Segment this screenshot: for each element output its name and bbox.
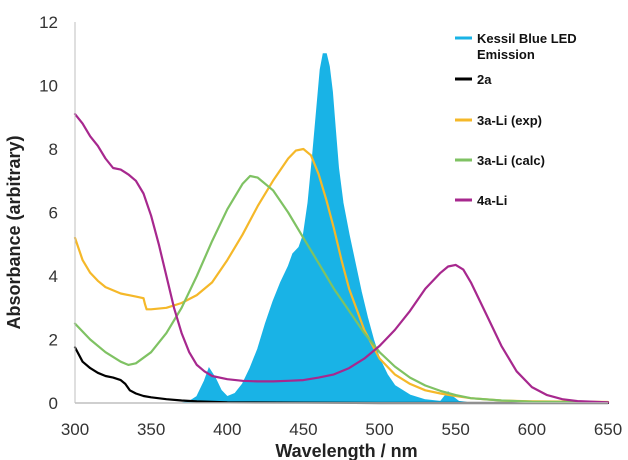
y-tick-label: 10 <box>39 77 58 96</box>
y-tick-label: 8 <box>49 140 58 159</box>
legend-label-3a-li-exp: 3a-Li (exp) <box>477 113 542 128</box>
y-tick-label: 2 <box>49 331 58 350</box>
y-tick-labels: 0 2 4 6 8 10 12 <box>39 13 58 413</box>
legend-label-3a-li-calc: 3a-Li (calc) <box>477 153 545 168</box>
legend-label-kessil-blue-led-emission: Kessil Blue LED <box>477 31 577 46</box>
series-line-4a-li <box>73 112 610 404</box>
y-axis-title: Absorbance (arbitrary) <box>4 135 24 329</box>
series-line-3a-li-exp <box>73 147 610 404</box>
legend-label-2a: 2a <box>477 72 492 87</box>
series-area-kessil-blue-led-emission <box>75 53 608 404</box>
legend-label-kessil-blue-led-emission: Emission <box>477 47 535 62</box>
x-tick-label: 650 <box>594 420 622 439</box>
x-tick-labels: 300 350 400 450 500 550 600 650 <box>61 420 622 439</box>
x-tick-label: 450 <box>289 420 317 439</box>
series-layer <box>73 53 610 405</box>
legend-label-4a-li: 4a-Li <box>477 193 507 208</box>
y-tick-label: 4 <box>49 267 58 286</box>
x-tick-label: 550 <box>442 420 470 439</box>
x-tick-label: 600 <box>518 420 546 439</box>
y-tick-label: 0 <box>49 394 58 413</box>
x-tick-label: 350 <box>137 420 165 439</box>
series-line-3a-li-calc <box>73 174 610 404</box>
y-tick-label: 6 <box>49 204 58 223</box>
x-tick-label: 400 <box>213 420 241 439</box>
x-tick-label: 300 <box>61 420 89 439</box>
y-tick-label: 12 <box>39 13 58 32</box>
x-tick-label: 500 <box>365 420 393 439</box>
x-axis-title: Wavelength / nm <box>275 441 417 460</box>
